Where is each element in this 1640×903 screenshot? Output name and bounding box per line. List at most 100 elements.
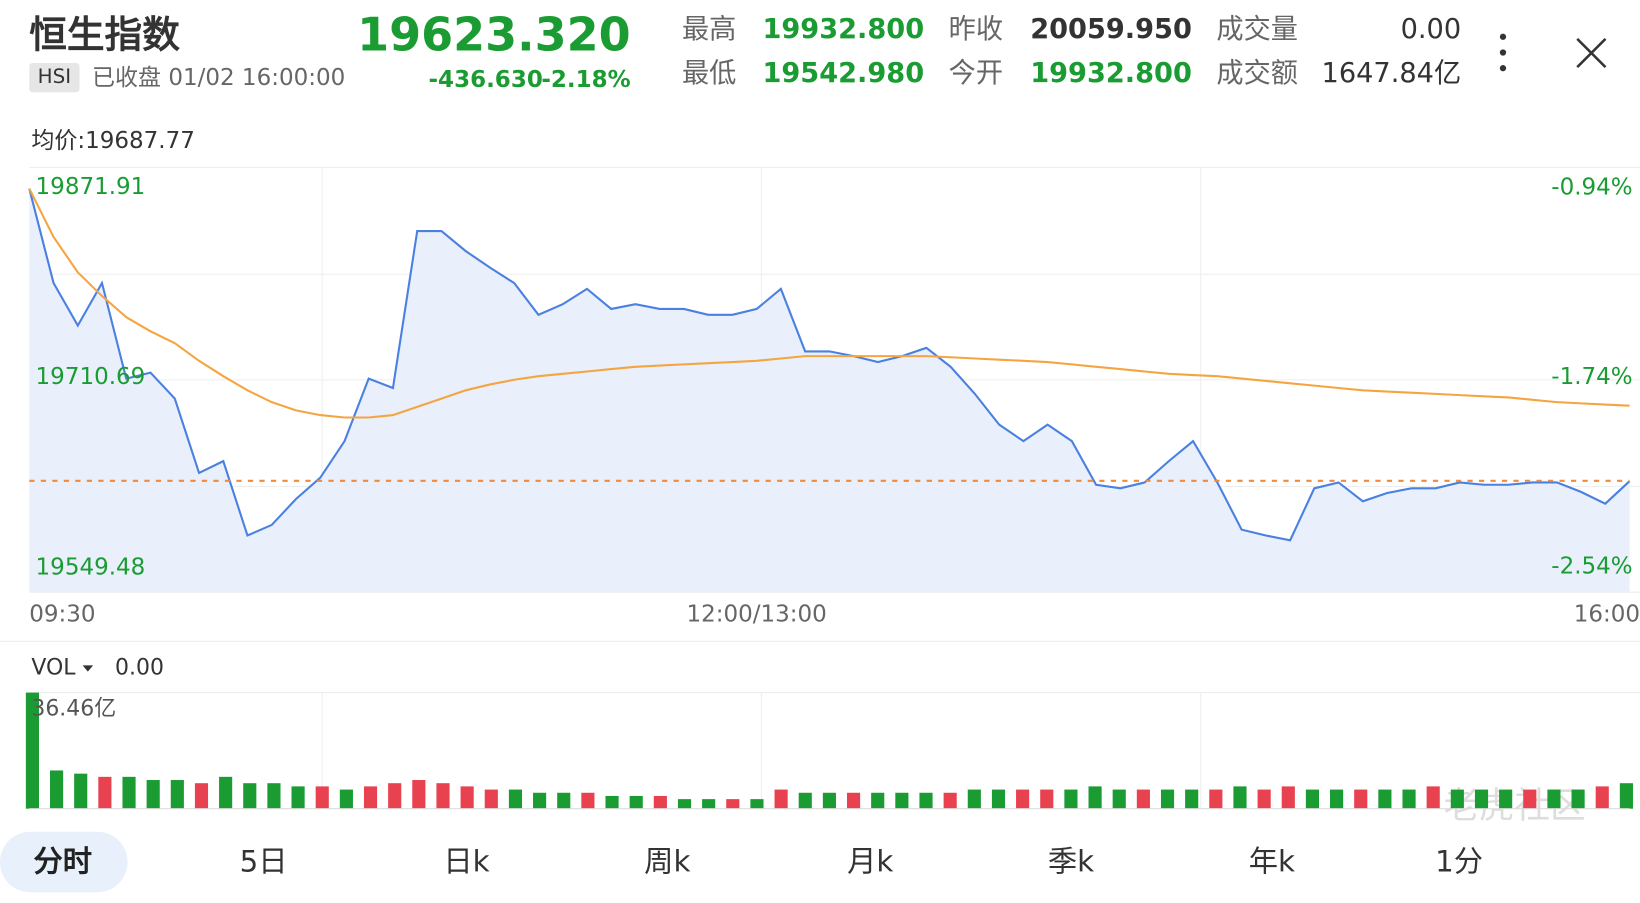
tab[interactable]: 5日: [240, 845, 288, 879]
volume-bar: [533, 792, 547, 809]
x-tick-label: 12:00/13:00: [687, 602, 827, 628]
index-name: 恒生指数: [29, 12, 180, 56]
stat-label: 成交量: [1216, 14, 1298, 45]
stat-label: 成交额: [1216, 58, 1298, 89]
index-code: HSI: [38, 65, 71, 88]
code-badge: [29, 62, 80, 93]
volume-bar: [267, 783, 281, 809]
volume-bar: [363, 786, 378, 809]
volume-bar: [653, 795, 667, 809]
volume-bar: [1523, 789, 1537, 809]
tab[interactable]: 周k: [644, 845, 690, 879]
volume-bar: [1112, 789, 1126, 809]
volume-bar: [919, 792, 933, 809]
volume-bar: [943, 792, 957, 809]
close-button[interactable]: [1576, 37, 1607, 69]
vol-dropdown[interactable]: [82, 665, 94, 672]
volume-bar: [1016, 789, 1030, 809]
volume-bar: [388, 783, 402, 809]
price-change: -436.630: [429, 67, 543, 93]
volume-bar: [219, 776, 233, 809]
volume-bar: [412, 780, 426, 809]
tab-bar: 分时 5日 日k 周k 月k 季k 年k 1分: [33, 845, 1483, 879]
volume-bar: [677, 799, 692, 809]
volume-bar: [1426, 786, 1440, 809]
stat-label: 昨收: [949, 14, 1003, 45]
volume-bar: [1040, 789, 1054, 809]
price-area: [29, 188, 1630, 593]
volume-bar: [1619, 783, 1633, 809]
stat-value: 19932.800: [1030, 58, 1192, 89]
volume-bar: [774, 789, 788, 809]
volume-bar: [484, 789, 498, 809]
volume-bar: [315, 786, 329, 809]
volume-bar: [122, 776, 136, 809]
more-button[interactable]: [1499, 33, 1507, 72]
y-tick-label: 19549.48: [36, 555, 146, 581]
stat-label: 最高: [682, 14, 736, 45]
volume-bar: [629, 795, 643, 809]
last-price: 19623.320: [357, 7, 631, 61]
volume-bar: [750, 799, 764, 809]
y-tick-label: 19710.69: [36, 364, 146, 390]
stat-value: 19932.800: [762, 14, 924, 45]
volume-bar: [1547, 789, 1561, 809]
volume-bar: [1136, 789, 1150, 809]
volume-bar: [508, 789, 523, 809]
volume-bar: [1209, 789, 1223, 809]
avg-line: [28, 188, 1630, 419]
volume-bar: [967, 789, 981, 809]
volume-bar: [1160, 789, 1175, 809]
volume-bar: [1474, 789, 1489, 809]
volume-bar: [581, 792, 595, 809]
volume-bar: [460, 786, 474, 809]
volume-bar: [1595, 786, 1609, 809]
volume-bar: [726, 799, 740, 809]
y2-tick-label: -1.74%: [1551, 364, 1632, 390]
y-tick-label: 36.46亿: [31, 696, 116, 721]
volume-bar: [1330, 789, 1344, 809]
volume-bar: [1233, 786, 1247, 809]
y2-tick-label: -0.94%: [1551, 175, 1632, 201]
volume-bar: [170, 780, 184, 809]
volume-bar: [871, 792, 885, 809]
volume-bar: [1185, 789, 1199, 809]
volume-bar: [339, 789, 353, 809]
volume-bar: [822, 792, 836, 809]
volume-bar: [50, 770, 64, 809]
volume-bar: [1402, 789, 1416, 809]
tab[interactable]: 1分: [1435, 845, 1483, 879]
volume-bar: [25, 692, 39, 809]
volume-bar: [1305, 789, 1320, 809]
volume-bar: [1281, 786, 1295, 809]
volume-bar: [991, 789, 1006, 809]
volume-bar: [846, 792, 861, 809]
x-tick-label: 09:30: [29, 602, 95, 628]
volume-bar: [1257, 789, 1271, 809]
avg-price: 均价:19687.77: [31, 128, 195, 154]
tab[interactable]: 季k: [1048, 845, 1094, 879]
volume-bar: [291, 786, 305, 809]
volume-bar: [146, 780, 160, 809]
volume-bar: [1499, 789, 1513, 809]
y2-tick-label: -2.54%: [1551, 553, 1632, 579]
volume-bar: [895, 792, 909, 809]
watermark: 老虎社区: [1443, 786, 1585, 827]
active-tab-bg: [0, 831, 128, 893]
stat-value: 0.00: [1401, 14, 1462, 45]
tab[interactable]: 日k: [443, 845, 489, 879]
tab[interactable]: 年k: [1249, 845, 1295, 879]
stat-label: 今开: [949, 58, 1003, 89]
tab[interactable]: 分时: [33, 845, 92, 879]
vol-value: 0.00: [115, 656, 164, 681]
stat-value: 1647.84亿: [1322, 58, 1462, 89]
tab[interactable]: 月k: [847, 845, 893, 879]
volume-bar: [798, 792, 812, 809]
volume-bar: [194, 783, 209, 809]
volume-bar: [1088, 786, 1102, 809]
market-status: 已收盘 01/02 16:00:00: [92, 65, 345, 91]
y-tick-label: 19871.91: [36, 174, 146, 200]
volume-bar: [1064, 789, 1078, 809]
price-change-pct: -2.18%: [541, 67, 630, 93]
